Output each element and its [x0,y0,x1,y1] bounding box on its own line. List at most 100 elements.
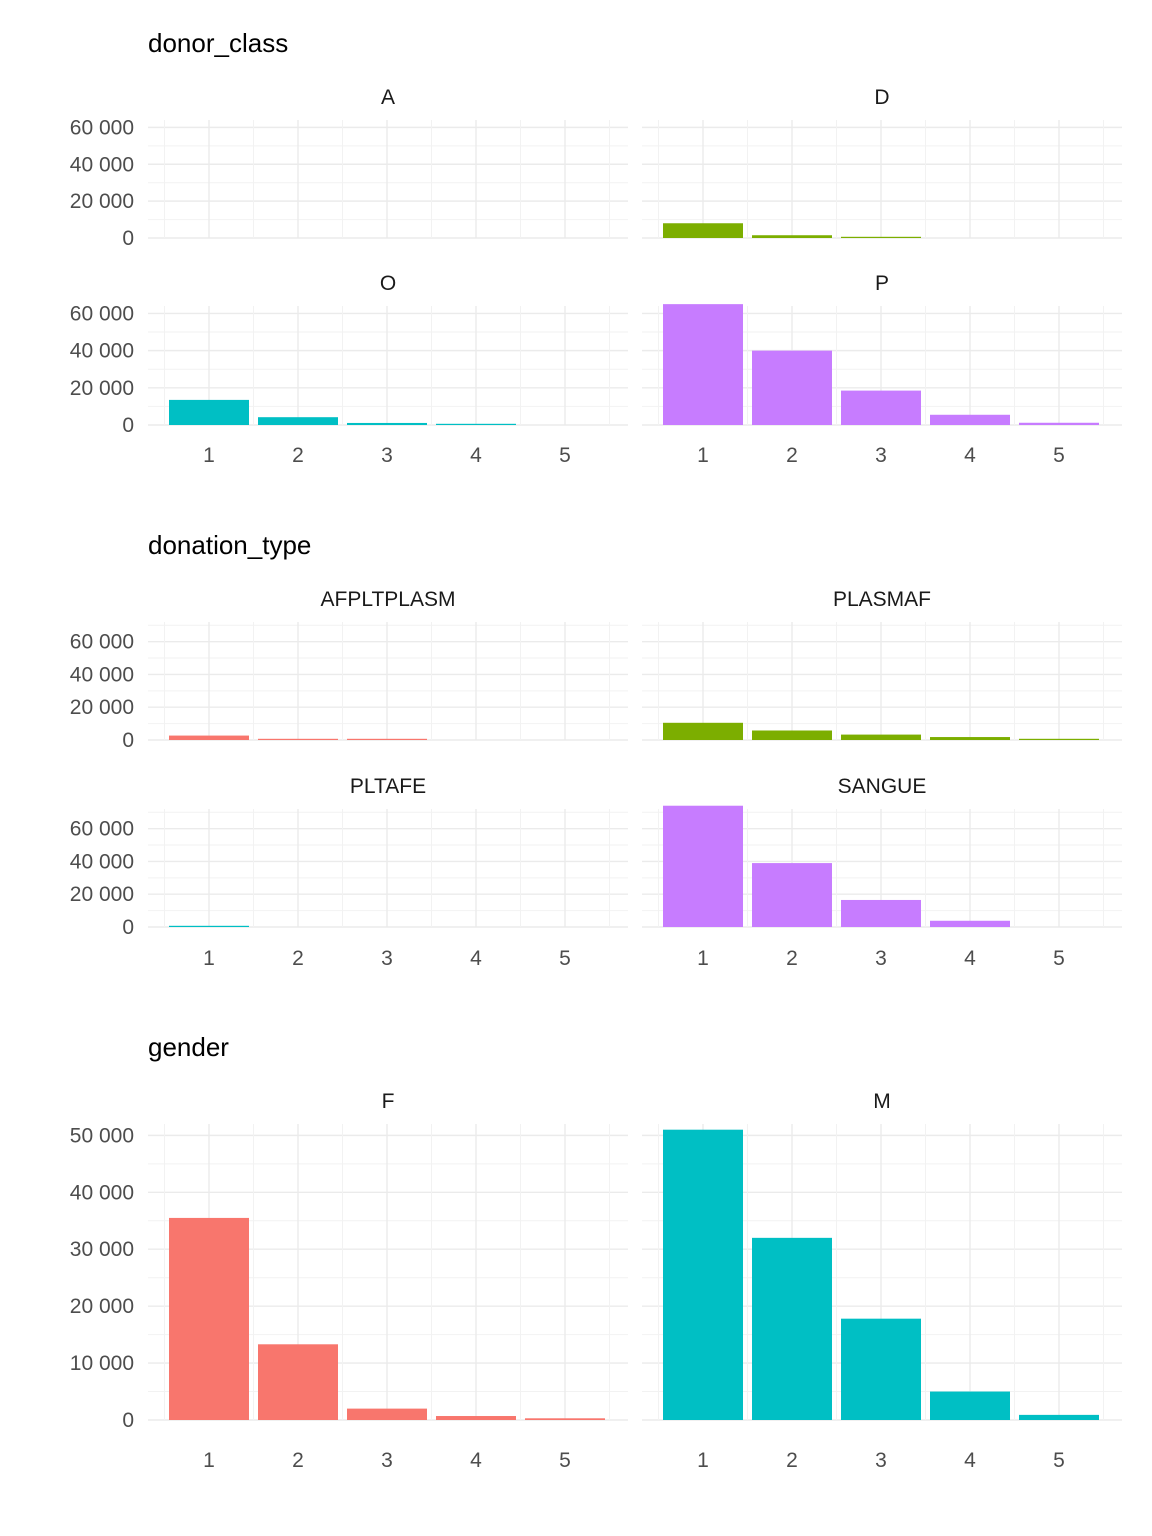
bar-PLASMAF-5 [1019,738,1099,740]
x-tick-label: 3 [875,947,887,970]
bar-SANGUE-3 [841,899,921,927]
group-title: donation_type [148,530,311,560]
chart-group-gender: gender F 0 10 000 20 000 30 000 40 000 50 000 1 2… [70,1032,1122,1472]
facet-panel-F: F 0 10 000 20 000 30 000 40 000 50 000 1 2 3 4 5 [70,1090,628,1472]
facet-strip-label: O [380,272,396,295]
facet-strip-label: SANGUE [838,775,927,798]
x-tick-label: 2 [786,947,798,970]
y-tick-label: 0 [122,1409,134,1432]
facet-strip-label: PLTAFE [350,775,426,798]
y-tick-label: 0 [122,414,134,437]
bar-F-5 [525,1418,605,1420]
y-tick-label: 20 000 [70,190,134,213]
bar-M-3 [841,1318,921,1420]
bar-F-1 [169,1217,249,1420]
y-tick-label: 40 000 [70,153,134,176]
x-tick-label: 3 [381,1449,393,1472]
bar-AFPLTPLASM-2 [258,738,338,740]
facet-strip-label: A [381,86,395,109]
chart-group-donation_type: donation_type AFPLTPLASM 0 20 000 40 000 60 0… [70,530,1122,970]
y-tick-label: 40 000 [70,340,134,363]
y-tick-label: 10 000 [70,1352,134,1375]
chart-group-donor_class: donor_class A 0 20 000 40 000 60 000 D O 0 20 000… [70,28,1122,467]
y-tick-label: 60 000 [70,302,134,325]
facet-panel-P: P 1 2 3 4 5 [642,272,1122,467]
x-tick-label: 5 [1053,1449,1065,1472]
facet-panel-AFPLTPLASM: AFPLTPLASM 0 20 000 40 000 60 000 [70,588,628,752]
y-tick-label: 40 000 [70,850,134,873]
bar-O-4 [436,423,516,425]
y-tick-label: 60 000 [70,631,134,654]
y-tick-label: 0 [122,729,134,752]
facet-panel-D: D [642,86,1122,239]
y-tick-label: 60 000 [70,116,134,139]
group-title: donor_class [148,28,288,58]
facet-panel-O: O 0 20 000 40 000 60 000 1 2 3 4 5 [70,272,628,467]
x-tick-label: 4 [470,1449,482,1472]
x-tick-label: 4 [964,444,976,467]
facet-panel-SANGUE: SANGUE 1 2 3 4 5 [642,775,1122,970]
y-tick-label: 0 [122,916,134,939]
x-tick-label: 5 [559,1449,571,1472]
bar-F-3 [347,1408,427,1420]
x-tick-label: 1 [203,444,215,467]
x-tick-label: 5 [559,947,571,970]
facet-strip-label: F [382,1090,395,1113]
x-tick-label: 5 [1053,947,1065,970]
facet-panel-M: M 1 2 3 4 5 [642,1090,1122,1472]
y-tick-label: 20 000 [70,377,134,400]
bar-P-5 [1019,422,1099,425]
x-tick-label: 4 [470,947,482,970]
y-tick-label: 50 000 [70,1124,134,1147]
x-tick-label: 4 [964,947,976,970]
bar-PLASMAF-2 [752,730,832,740]
x-tick-label: 4 [470,444,482,467]
bar-M-2 [752,1237,832,1420]
bar-M-1 [663,1129,743,1420]
x-tick-label: 5 [559,444,571,467]
x-tick-label: 3 [875,1449,887,1472]
bar-P-2 [752,350,832,425]
bar-M-4 [930,1391,1010,1420]
bar-P-3 [841,390,921,425]
bar-P-4 [930,414,1010,425]
x-tick-label: 1 [697,444,709,467]
facet-panel-PLTAFE: PLTAFE 0 20 000 40 000 60 000 1 2 3 4 5 [70,775,628,970]
bar-PLTAFE-1 [169,925,249,927]
bar-F-4 [436,1416,516,1420]
bar-O-3 [347,422,427,425]
bar-D-3 [841,236,921,238]
bar-SANGUE-1 [663,805,743,927]
facet-panel-PLASMAF: PLASMAF [642,588,1122,741]
y-tick-label: 40 000 [70,663,134,686]
y-tick-label: 20 000 [70,883,134,906]
bar-O-2 [258,417,338,425]
x-tick-label: 3 [875,444,887,467]
y-tick-label: 20 000 [70,696,134,719]
bar-AFPLTPLASM-1 [169,735,249,740]
x-tick-label: 2 [786,444,798,467]
x-tick-label: 1 [697,1449,709,1472]
x-tick-label: 1 [203,947,215,970]
bar-AFPLTPLASM-3 [347,738,427,740]
x-tick-label: 1 [697,947,709,970]
x-tick-label: 2 [292,1449,304,1472]
y-tick-label: 40 000 [70,1181,134,1204]
x-tick-label: 2 [292,947,304,970]
y-tick-label: 0 [122,227,134,250]
x-tick-label: 1 [203,1449,215,1472]
bar-PLASMAF-1 [663,722,743,740]
x-tick-label: 5 [1053,444,1065,467]
y-tick-label: 60 000 [70,818,134,841]
facet-strip-label: D [874,86,889,109]
y-tick-label: 20 000 [70,1295,134,1318]
y-tick-label: 30 000 [70,1238,134,1261]
x-tick-label: 2 [786,1449,798,1472]
bar-O-1 [169,399,249,425]
bar-F-2 [258,1344,338,1420]
facet-strip-label: P [875,272,889,295]
x-tick-label: 4 [964,1449,976,1472]
facet-strip-label: M [873,1090,891,1113]
bar-SANGUE-4 [930,920,1010,927]
